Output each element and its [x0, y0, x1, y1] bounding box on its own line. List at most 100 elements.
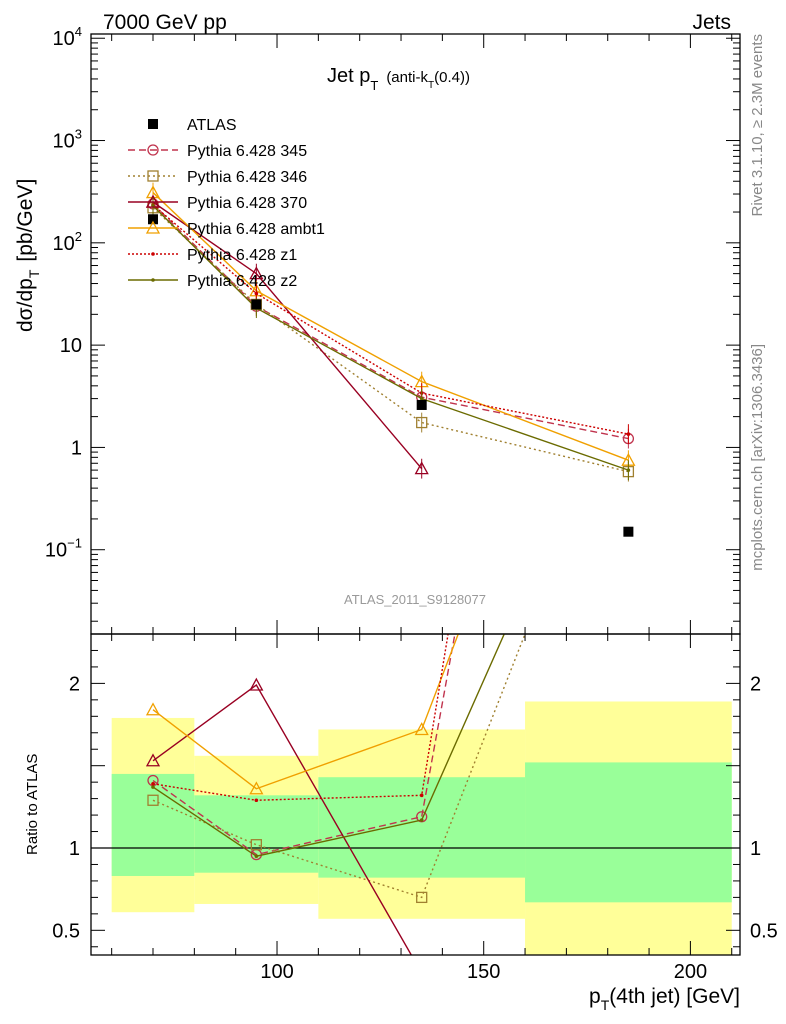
legend-item: Pythia 6.428 ambt1 [128, 220, 325, 238]
chart-title: Jet pT (anti-kT(0.4)) [327, 65, 470, 93]
series-line [152, 192, 629, 461]
data-marker [416, 399, 427, 410]
series-marker [414, 722, 429, 736]
data-marker [148, 214, 159, 225]
band-inner [525, 762, 732, 903]
series-line [152, 204, 629, 435]
legend-item: Pythia 6.428 z1 [128, 247, 297, 264]
series-marker [151, 782, 155, 786]
series-ratio-line [152, 634, 459, 790]
series-marker [416, 891, 428, 904]
y-label-main-sub: T [26, 269, 42, 278]
y-tick-label-right: 2 [750, 673, 761, 695]
legend-item: Pythia 6.428 346 [128, 169, 307, 186]
series-marker [145, 220, 161, 234]
y-tick-base: 10 [60, 335, 82, 357]
mcplots-label: mcplots.cern.ch [arXiv:1306.3436] [749, 344, 766, 571]
data-marker [251, 299, 262, 310]
band-inner [194, 795, 319, 873]
y-tick-base: 10 [53, 28, 75, 50]
y-tick-label-right: 1 [750, 838, 761, 860]
series-line [152, 201, 423, 470]
series-marker [419, 793, 424, 798]
series-marker [254, 291, 259, 296]
y-tick-label: 1 [69, 838, 80, 860]
legend-item: Pythia 6.428 345 [128, 143, 307, 160]
y-tick-label: 102 [53, 229, 82, 255]
y-tick-label: 1 [71, 437, 82, 459]
y-axis-label-main: dσ/dpT [pb/GeV] [14, 179, 42, 332]
legend-item: Pythia 6.428 370 [128, 194, 307, 212]
header-right: Jets [692, 11, 731, 34]
series-marker [627, 352, 631, 356]
series-marker [419, 396, 424, 401]
ratio-panel: 2 2 1 1 0.5 0.5 100 150 200 [52, 352, 778, 983]
series-marker [414, 461, 429, 475]
series-marker [254, 798, 259, 803]
y-tick-label: 0.5 [52, 920, 80, 942]
series-main [151, 195, 631, 481]
x-tick-label: 200 [674, 961, 707, 983]
series-ratio-line [152, 634, 449, 801]
legend-label: Pythia 6.428 346 [187, 169, 307, 186]
series-ratio-line [152, 634, 456, 856]
legend-label: Pythia 6.428 370 [187, 195, 307, 212]
series-main [147, 197, 635, 482]
legend-label: Pythia 6.428 z1 [187, 247, 297, 264]
y-tick-base: 10 [53, 131, 75, 153]
series-marker [249, 781, 264, 795]
series-marker [151, 278, 155, 282]
x-label-suffix: (4th jet) [GeV] [609, 985, 740, 1008]
series-marker [626, 432, 631, 436]
series-marker [147, 794, 159, 806]
y-tick-label: 10 [60, 335, 82, 357]
legend-item: Pythia 6.428 z2 [128, 273, 297, 290]
rivet-label: Rivet 3.1.10, ≥ 2.3M events [749, 34, 766, 217]
chart-title-suffix: (anti-k [386, 69, 428, 86]
x-tick-label: 100 [260, 961, 293, 983]
x-axis-label: pT(4th jet) [GeV] [589, 985, 740, 1013]
y-tick-base: 10 [45, 540, 67, 562]
series-line [152, 205, 629, 471]
y-tick-exp: 2 [75, 229, 82, 244]
legend: ATLAS Pythia 6.428 345 Pythia 6.428 346 Pyt… [128, 117, 325, 290]
series-marker [151, 785, 155, 789]
y-tick-label: 10−1 [45, 536, 82, 562]
series-marker [254, 854, 259, 859]
y-tick-label: 2 [69, 673, 80, 695]
data-points [148, 214, 634, 537]
legend-label: Pythia 6.428 ambt1 [187, 221, 325, 238]
chart-watermark: ATLAS_2011_S9128077 [344, 592, 486, 607]
series-marker [250, 839, 263, 851]
legend-label: Pythia 6.428 345 [187, 143, 307, 160]
x-tick-label: 150 [467, 961, 500, 983]
series-ratio [151, 634, 449, 803]
series-marker [145, 194, 161, 208]
x-label-text: p [589, 985, 601, 1008]
y-tick-label: 103 [53, 127, 82, 153]
series-marker [249, 677, 264, 691]
y-label-main-text: dσ/dp [14, 278, 37, 332]
series-marker [249, 266, 264, 280]
legend-label: ATLAS [187, 117, 237, 134]
y-tick-base: 1 [71, 437, 82, 459]
y-label-main-unit: [pb/GeV] [14, 179, 37, 262]
y-tick-exp: −1 [67, 536, 82, 551]
series-marker [145, 702, 161, 716]
data-marker [623, 526, 634, 537]
series-ratio [151, 352, 631, 859]
ratio-frame [90, 633, 741, 956]
series-marker [145, 753, 161, 767]
y-axis-label-ratio: Ratio to ATLAS [24, 754, 41, 855]
series-ratio [145, 634, 459, 795]
y-tick-label-right: 0.5 [750, 920, 778, 942]
series-marker [416, 967, 428, 978]
chart-title-main: Jet p [327, 65, 370, 87]
chart-title-suffix-end: (0.4)) [434, 69, 470, 86]
series-line [152, 203, 629, 440]
x-label-sub: T [601, 997, 610, 1013]
series-marker [623, 366, 633, 376]
series-marker [626, 468, 631, 472]
